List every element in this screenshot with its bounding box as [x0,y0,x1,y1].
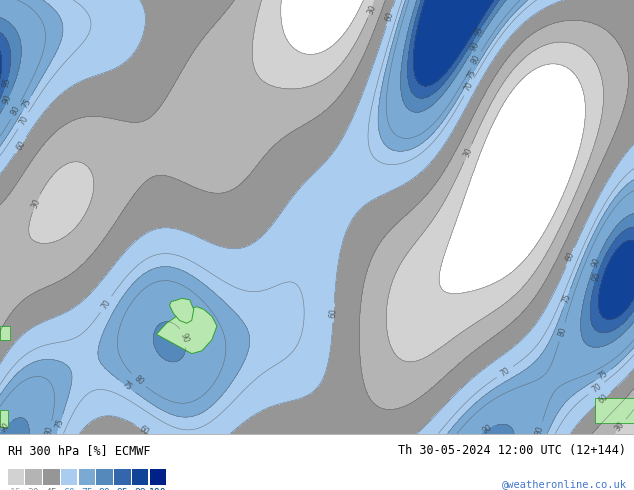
Text: 70: 70 [100,298,112,311]
Bar [0,410,8,427]
Text: 95: 95 [117,488,128,490]
Text: 30: 30 [366,3,377,15]
Bar [61,468,77,486]
Text: 80: 80 [534,425,545,437]
Text: RH 300 hPa [%] ECMWF: RH 300 hPa [%] ECMWF [8,444,150,457]
Bar [150,468,166,486]
Text: 95: 95 [1,76,12,88]
Bar [79,468,95,486]
Text: 75: 75 [54,417,65,430]
Text: 80: 80 [10,104,22,117]
Text: 15: 15 [10,488,22,490]
Text: 60: 60 [597,392,610,405]
Text: 70: 70 [590,382,603,395]
Text: 75: 75 [81,488,93,490]
Text: 70: 70 [17,114,30,127]
Text: 30: 30 [462,147,474,159]
Text: 75: 75 [597,368,610,381]
Text: 99: 99 [134,488,146,490]
Text: 95: 95 [472,25,485,38]
Bar [96,468,113,486]
Text: 30: 30 [30,197,42,209]
Text: 70: 70 [498,366,512,378]
Text: 75: 75 [20,98,33,110]
Text: 80: 80 [44,425,55,437]
Text: 80: 80 [557,326,568,338]
Text: 100: 100 [149,488,167,490]
Text: 75: 75 [466,68,479,81]
Text: 30: 30 [28,488,39,490]
Text: 60: 60 [329,308,339,318]
Text: 90: 90 [469,40,481,53]
Text: 90: 90 [99,488,110,490]
Text: 80: 80 [132,374,145,387]
Bar [132,468,148,486]
Text: 60: 60 [138,424,150,437]
Text: 80: 80 [470,53,482,66]
Bar [8,468,24,486]
Text: 75: 75 [561,292,573,304]
Bar [0,326,10,340]
Text: 60: 60 [63,488,75,490]
Text: 90: 90 [481,423,494,436]
Text: @weatheronline.co.uk: @weatheronline.co.uk [501,479,626,489]
Text: 95: 95 [591,270,603,283]
Bar [114,468,131,486]
Text: Th 30-05-2024 12:00 UTC (12+144): Th 30-05-2024 12:00 UTC (12+144) [398,444,626,457]
Text: 90: 90 [0,421,12,434]
Text: 75: 75 [120,379,134,392]
Bar [595,398,634,422]
Text: 60: 60 [564,250,576,263]
Polygon shape [157,307,217,354]
Text: 90: 90 [179,332,190,344]
Text: 60: 60 [384,11,396,23]
Bar [25,468,42,486]
Text: 90: 90 [1,93,13,106]
Text: 70: 70 [463,80,476,94]
Text: 45: 45 [46,488,57,490]
Text: 30: 30 [613,420,626,433]
Text: 60: 60 [14,139,27,152]
Bar [43,468,60,486]
Text: 90: 90 [590,256,602,269]
Polygon shape [169,298,194,323]
